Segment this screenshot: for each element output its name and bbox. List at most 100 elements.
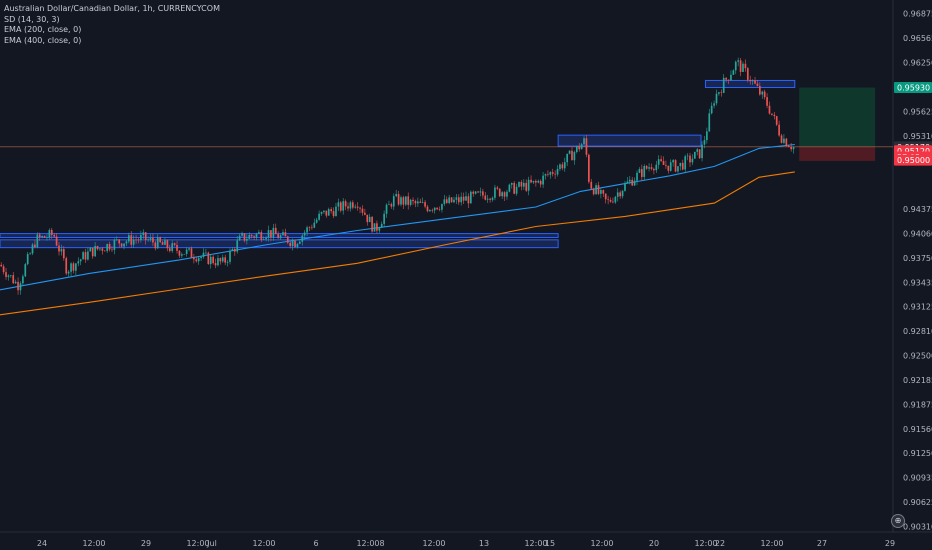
candle-body[interactable]	[147, 239, 149, 241]
candle-body[interactable]	[366, 214, 369, 223]
candle-body[interactable]	[70, 263, 72, 272]
candle-body[interactable]	[409, 199, 412, 205]
candle-body[interactable]	[258, 232, 260, 234]
candle-body[interactable]	[554, 173, 556, 175]
candle-body[interactable]	[164, 240, 166, 245]
candle-body[interactable]	[725, 77, 727, 80]
candle-body[interactable]	[135, 239, 137, 241]
candle-body[interactable]	[12, 275, 15, 284]
candle-body[interactable]	[378, 227, 381, 231]
candle-body[interactable]	[140, 234, 142, 240]
candle-body[interactable]	[508, 184, 511, 192]
candle-body[interactable]	[706, 131, 708, 141]
candle-body[interactable]	[448, 197, 451, 204]
candle-body[interactable]	[566, 153, 569, 163]
candle-body[interactable]	[152, 237, 154, 243]
candle-body[interactable]	[279, 235, 282, 239]
candle-body[interactable]	[402, 197, 405, 205]
tradingview-logo-icon[interactable]: ⊕	[891, 514, 905, 528]
candle-body[interactable]	[633, 180, 636, 186]
candle-body[interactable]	[262, 239, 265, 240]
candle-body[interactable]	[296, 243, 299, 247]
candle-body[interactable]	[75, 263, 77, 271]
candle-body[interactable]	[118, 239, 121, 244]
candle-body[interactable]	[229, 250, 231, 262]
candle-body[interactable]	[429, 209, 431, 212]
candle-body[interactable]	[188, 248, 190, 250]
candle-body[interactable]	[320, 211, 323, 214]
candle-body[interactable]	[662, 161, 665, 165]
candle-body[interactable]	[710, 105, 713, 114]
candle-body[interactable]	[46, 237, 48, 239]
candle-body[interactable]	[592, 188, 595, 195]
candle-body[interactable]	[67, 271, 70, 274]
candle-body[interactable]	[94, 245, 96, 257]
candle-body[interactable]	[472, 191, 475, 194]
candle-body[interactable]	[291, 240, 294, 247]
candle-body[interactable]	[746, 68, 749, 80]
candle-body[interactable]	[790, 147, 793, 150]
candle-body[interactable]	[161, 242, 164, 245]
candle-body[interactable]	[696, 149, 699, 152]
candle-body[interactable]	[373, 223, 376, 232]
candle-body[interactable]	[465, 196, 467, 201]
candle-body[interactable]	[183, 254, 186, 255]
candle-body[interactable]	[766, 97, 768, 106]
candle-body[interactable]	[419, 201, 422, 203]
candle-body[interactable]	[689, 155, 691, 163]
candle-body[interactable]	[462, 196, 465, 201]
candle-body[interactable]	[482, 191, 484, 196]
candle-body[interactable]	[9, 275, 12, 276]
candle-body[interactable]	[58, 245, 60, 252]
candle-body[interactable]	[703, 140, 706, 145]
candle-body[interactable]	[349, 202, 352, 209]
candle-body[interactable]	[744, 63, 747, 69]
candle-body[interactable]	[532, 180, 535, 183]
candle-body[interactable]	[604, 193, 607, 200]
candle-body[interactable]	[224, 257, 227, 263]
candle-body[interactable]	[128, 235, 130, 242]
candle-body[interactable]	[376, 223, 378, 231]
candle-body[interactable]	[616, 192, 619, 197]
candle-body[interactable]	[144, 232, 147, 241]
candle-body[interactable]	[265, 237, 267, 240]
candle-body[interactable]	[270, 230, 272, 238]
candle-body[interactable]	[89, 247, 92, 252]
candle-body[interactable]	[404, 196, 407, 205]
candle-body[interactable]	[344, 201, 347, 207]
candle-body[interactable]	[674, 160, 677, 172]
candle-body[interactable]	[233, 249, 236, 252]
candle-body[interactable]	[22, 276, 24, 284]
candle-body[interactable]	[701, 144, 703, 159]
candle-body[interactable]	[299, 241, 301, 244]
candle-body[interactable]	[200, 256, 202, 259]
candle-body[interactable]	[130, 235, 133, 245]
candle-body[interactable]	[250, 234, 253, 237]
candle-body[interactable]	[96, 245, 99, 250]
candle-body[interactable]	[236, 240, 239, 252]
candle-body[interactable]	[323, 210, 325, 212]
candle-body[interactable]	[231, 249, 234, 251]
candle-body[interactable]	[588, 154, 590, 182]
candle-body[interactable]	[335, 206, 337, 217]
candle-body[interactable]	[29, 253, 31, 255]
candle-body[interactable]	[595, 185, 597, 195]
candle-body[interactable]	[214, 263, 217, 266]
candle-body[interactable]	[756, 83, 759, 86]
candle-body[interactable]	[506, 191, 508, 197]
candle-body[interactable]	[638, 169, 641, 173]
candle-body[interactable]	[412, 199, 414, 202]
candle-body[interactable]	[65, 258, 68, 274]
candle-body[interactable]	[433, 207, 436, 211]
candle-body[interactable]	[154, 242, 157, 249]
candle-body[interactable]	[667, 165, 670, 171]
candle-body[interactable]	[79, 259, 82, 262]
candle-body[interactable]	[36, 234, 39, 248]
supply-demand-zone[interactable]	[0, 239, 559, 249]
candle-body[interactable]	[313, 222, 316, 228]
candle-body[interactable]	[417, 201, 419, 204]
candle-body[interactable]	[7, 275, 10, 277]
candle-body[interactable]	[2, 266, 5, 273]
candle-body[interactable]	[205, 252, 207, 254]
